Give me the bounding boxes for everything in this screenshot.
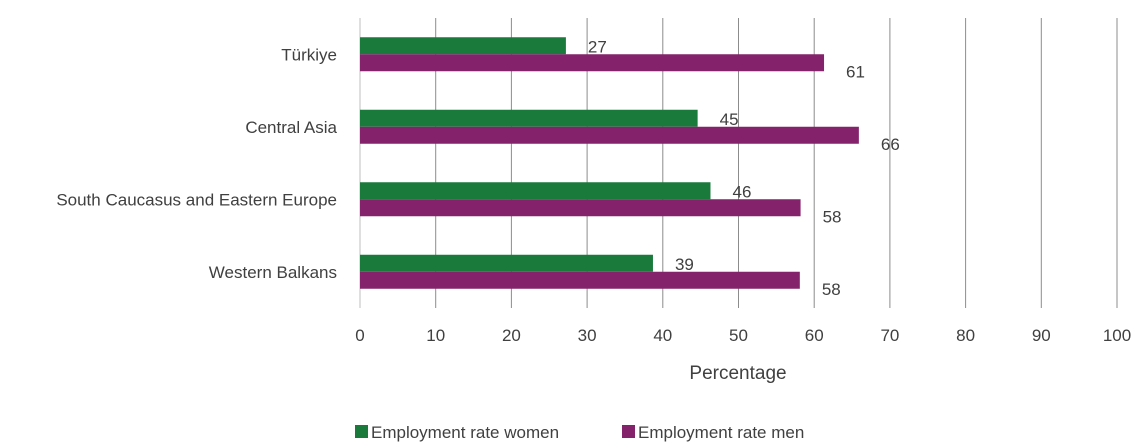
data-label-men-south-caucasus-and-eastern-europe: 58 [823, 207, 842, 226]
data-label-women-south-caucasus-and-eastern-europe: 46 [732, 182, 751, 201]
legend-label-women: Employment rate women [371, 423, 559, 442]
x-tick-label-30: 30 [578, 326, 597, 345]
data-label-women-western-balkans: 39 [675, 255, 694, 274]
bar-men-t-rkiye [360, 54, 825, 72]
bar-women-t-rkiye [360, 37, 566, 55]
data-label-men-central-asia: 66 [881, 135, 900, 154]
bar-women-western-balkans [360, 254, 653, 272]
category-label-south-caucasus-and-eastern-europe: South Caucasus and Eastern Europe [56, 190, 337, 209]
data-label-men-t-rkiye: 61 [846, 62, 865, 81]
data-label-women-t-rkiye: 27 [588, 37, 607, 56]
category-label-t-rkiye: Türkiye [281, 45, 337, 64]
bar-men-central-asia [360, 126, 859, 144]
legend-swatch-women [355, 425, 368, 438]
bars [360, 37, 859, 289]
x-tick-label-90: 90 [1032, 326, 1051, 345]
bar-women-south-caucasus-and-eastern-europe [360, 182, 711, 200]
category-label-central-asia: Central Asia [245, 118, 337, 137]
x-tick-label-60: 60 [805, 326, 824, 345]
data-labels: 27 61 45 66 46 58 39 58 [588, 37, 900, 299]
data-label-women-central-asia: 45 [720, 110, 739, 129]
legend-swatch-men [622, 425, 635, 438]
x-tick-label-20: 20 [502, 326, 521, 345]
bar-men-western-balkans [360, 271, 800, 289]
x-tick-label-100: 100 [1103, 326, 1131, 345]
data-label-men-western-balkans: 58 [822, 280, 841, 299]
x-axis-title: Percentage [689, 363, 786, 384]
x-tick-label-80: 80 [956, 326, 975, 345]
x-tick-label-70: 70 [880, 326, 899, 345]
category-labels: Türkiye Central Asia South Caucasus and Ea… [56, 45, 337, 282]
x-tick-label-10: 10 [426, 326, 445, 345]
bar-men-south-caucasus-and-eastern-europe [360, 199, 801, 217]
x-tick-label-40: 40 [653, 326, 672, 345]
x-tick-labels: 0 10 20 30 40 50 60 70 80 90 100 [355, 326, 1131, 345]
x-tick-label-50: 50 [729, 326, 748, 345]
x-tick-label-0: 0 [355, 326, 364, 345]
bar-women-central-asia [360, 109, 698, 127]
legend: Employment rate women Employment rate men [355, 423, 804, 442]
category-label-western-balkans: Western Balkans [209, 263, 337, 282]
legend-label-men: Employment rate men [638, 423, 804, 442]
